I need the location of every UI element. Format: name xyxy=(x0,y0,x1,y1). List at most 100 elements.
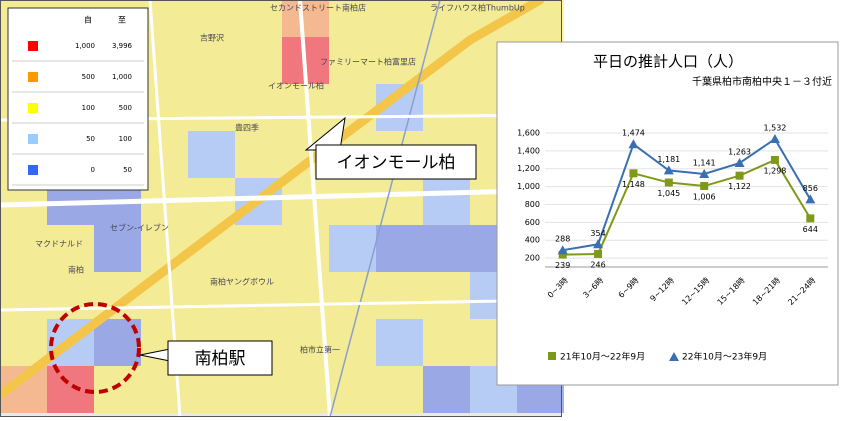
heat-cell xyxy=(47,272,94,319)
heat-cell xyxy=(423,366,470,413)
data-label: 644 xyxy=(803,225,818,234)
data-label: 856 xyxy=(803,184,818,193)
point xyxy=(663,165,674,175)
heat-cell xyxy=(0,225,47,272)
y-tick-label: 1,200 xyxy=(517,164,540,173)
heat-cell xyxy=(423,0,470,37)
heat-cell xyxy=(0,319,47,366)
point xyxy=(593,239,604,249)
y-tick-label: 1,400 xyxy=(517,146,540,155)
heat-cell xyxy=(235,0,282,37)
map-labels: セカンドストリート南柏店 ライフハウス柏ThumbUp 吉野沢ファミリーマート柏富里… xyxy=(35,3,525,355)
data-label: 1,263 xyxy=(728,148,751,157)
point xyxy=(664,178,673,187)
legend-swatch xyxy=(28,41,38,51)
series-line xyxy=(562,158,812,256)
map-label: 吉野沢 xyxy=(200,34,224,43)
heat-cell xyxy=(423,178,470,225)
heat-cell xyxy=(376,0,423,37)
data-label: 1,141 xyxy=(693,158,716,167)
point xyxy=(594,249,603,258)
legend-marker xyxy=(548,352,556,360)
point xyxy=(558,250,567,259)
heat-cell xyxy=(423,84,470,131)
legend-to: 1,000 xyxy=(112,73,132,81)
heat-cell xyxy=(188,37,235,84)
callout-text: イオンモール柏 xyxy=(337,153,456,173)
data-label: 1,298 xyxy=(763,166,786,175)
callout-box xyxy=(167,340,273,376)
point xyxy=(735,171,744,180)
heat-cell xyxy=(141,0,188,37)
callout-text: 南柏駅 xyxy=(195,349,246,369)
heat-cell xyxy=(94,366,141,413)
point xyxy=(628,139,639,149)
point xyxy=(806,214,815,223)
data-label: 239 xyxy=(555,261,570,270)
legend-to: 500 xyxy=(119,104,132,112)
heat-cell xyxy=(235,37,282,84)
heat-cell xyxy=(47,225,94,272)
map-label: ライフハウス柏ThumbUp xyxy=(430,3,525,13)
legend-from: 50 xyxy=(86,135,95,143)
heat-cell xyxy=(329,178,376,225)
point xyxy=(770,155,779,164)
heat-cell xyxy=(235,84,282,131)
heat-cell xyxy=(376,178,423,225)
heat-cell xyxy=(376,366,423,413)
y-tick-label: 200 xyxy=(525,254,540,263)
chart-subtitle: 千葉県柏市南柏中央１－３付近 xyxy=(692,75,832,88)
y-tick-label: 1,000 xyxy=(517,182,540,191)
heat-cell xyxy=(188,0,235,37)
point xyxy=(629,169,638,178)
legend-box xyxy=(7,7,149,191)
y-tick-label: 600 xyxy=(525,218,540,227)
heat-cell xyxy=(329,37,376,84)
legend-header: 自 xyxy=(84,15,92,25)
data-label: 354 xyxy=(590,229,605,238)
road xyxy=(0,298,562,312)
heat-cell xyxy=(329,0,376,37)
legend-marker xyxy=(669,352,679,361)
point xyxy=(734,158,745,168)
heat-cell xyxy=(423,225,470,272)
data-label: 1,045 xyxy=(657,189,680,198)
heat-cell xyxy=(376,225,423,272)
chart-panel xyxy=(496,41,839,386)
point xyxy=(557,245,568,255)
point xyxy=(699,168,710,178)
heat-cell xyxy=(282,0,329,37)
heat-cell xyxy=(141,37,188,84)
heat-cell xyxy=(188,131,235,178)
map-label: ファミリーマート柏富里店 xyxy=(320,57,416,67)
heat-cell xyxy=(282,319,329,366)
heat-cell xyxy=(235,225,282,272)
data-label: 1,474 xyxy=(622,129,645,138)
map-label: 豊四季 xyxy=(235,123,259,133)
map-label: イオンモール柏 xyxy=(268,81,324,91)
railway xyxy=(329,0,441,418)
data-label: 246 xyxy=(590,260,605,269)
heat-cell xyxy=(329,225,376,272)
map-label: セブン-イレブン xyxy=(110,223,169,233)
map-label: 南柏 xyxy=(68,265,84,275)
legend-label: 22年10月～23年9月 xyxy=(682,351,767,363)
legend-from: 1,000 xyxy=(75,42,95,50)
chart-title: 平日の推計人口（人） xyxy=(593,53,743,71)
legend-to: 50 xyxy=(123,166,132,174)
heat-cell xyxy=(141,84,188,131)
heat-cell xyxy=(282,178,329,225)
heat-cell xyxy=(235,272,282,319)
y-tick-label: 1,600 xyxy=(517,128,540,137)
map-label: セカンドストリート南柏店 xyxy=(270,3,366,13)
heat-cell xyxy=(329,366,376,413)
heat-cell xyxy=(329,272,376,319)
station-highlight xyxy=(49,302,141,394)
legend: 自 至 1,000 3,996 500 1,000 100 500 50 100 0 50 xyxy=(12,15,144,186)
heat-cell xyxy=(188,272,235,319)
legend-from: 500 xyxy=(82,73,95,81)
heat-cell xyxy=(282,225,329,272)
data-label: 1,181 xyxy=(657,155,680,164)
point xyxy=(700,182,709,191)
